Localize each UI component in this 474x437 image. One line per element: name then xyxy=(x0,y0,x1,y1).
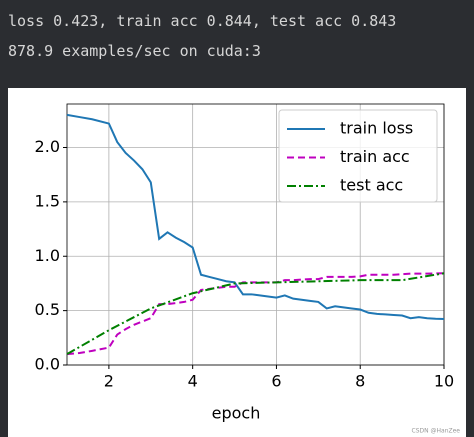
x-tick-label: 2 xyxy=(104,372,114,391)
y-tick-label: 1.0 xyxy=(35,246,60,265)
output-line: 878.9 examples/sec on cuda:3 xyxy=(8,42,261,60)
x-tick-label: 8 xyxy=(355,372,365,391)
series-line xyxy=(66,113,445,320)
y-tick-label: 0.5 xyxy=(35,300,60,319)
legend-label: train acc xyxy=(340,147,410,166)
y-tick-label: 2.0 xyxy=(35,137,60,156)
x-tick-label: 6 xyxy=(271,372,281,391)
y-tick-label: 1.5 xyxy=(35,191,60,210)
chart: epoch CSDN @HanZee 0.0 0.5 1.0 1.5 2.0 2 4 6 8 10… xyxy=(8,88,466,437)
watermark: CSDN @HanZee xyxy=(412,428,461,435)
x-tick-label: 10 xyxy=(434,372,454,391)
legend-box xyxy=(278,109,438,203)
x-tick-label: 4 xyxy=(188,372,198,391)
output-line: loss 0.423, train acc 0.844, test acc 0.… xyxy=(8,12,397,30)
legend-label: train loss xyxy=(340,119,413,138)
legend-label: test acc xyxy=(340,176,403,195)
y-tick-label: 0.0 xyxy=(35,355,60,374)
series-line xyxy=(66,272,445,355)
x-axis-label: epoch xyxy=(212,404,261,423)
plot-frame xyxy=(66,103,445,366)
